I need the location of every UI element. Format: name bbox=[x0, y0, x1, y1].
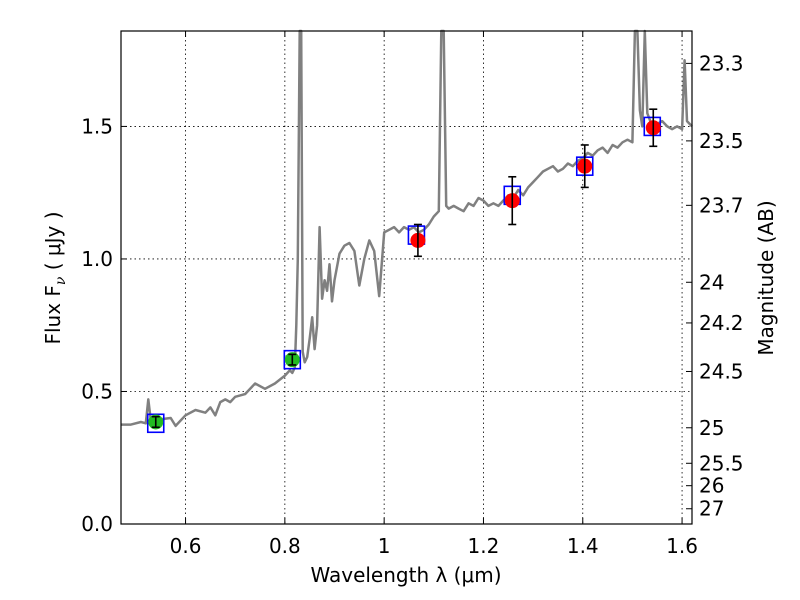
x-tick-label: 1.4 bbox=[567, 534, 599, 558]
y-tick-label: 0.5 bbox=[81, 379, 113, 403]
model-spectrum bbox=[121, 29, 693, 428]
y-tick-label: 1.0 bbox=[81, 247, 113, 271]
right-tick-label: 24.2 bbox=[699, 311, 744, 335]
right-tick-label: 23.3 bbox=[699, 51, 744, 75]
x-tick-label: 0.8 bbox=[269, 534, 301, 558]
x-tick-label: 1.6 bbox=[666, 534, 698, 558]
right-tick-label: 23.7 bbox=[699, 193, 744, 217]
spectrum-line bbox=[121, 29, 693, 428]
x-tick-label: 1.2 bbox=[468, 534, 500, 558]
x-tick-label: 0.6 bbox=[170, 534, 202, 558]
right-tick-label: 27 bbox=[699, 497, 724, 521]
y-tick-label: 0.0 bbox=[81, 512, 113, 536]
data-markers bbox=[146, 108, 662, 434]
right-tick-label: 24.5 bbox=[699, 359, 744, 383]
right-tick-label: 23.5 bbox=[699, 129, 744, 153]
axis-ticks: 0.6 0.8 1 1.2 1.4 1.6 0.0 0.5 1.0 1.5 23.3 23.5 23.7… bbox=[81, 31, 744, 558]
plot-frame bbox=[120, 30, 693, 525]
right-tick-label: 25.5 bbox=[699, 451, 744, 475]
right-tick-label: 24 bbox=[699, 270, 724, 294]
y-tick-label: 1.5 bbox=[81, 114, 113, 138]
y-axis-title-left: Flux Fν ( μJy ) bbox=[41, 211, 69, 344]
grid-lines bbox=[121, 31, 692, 525]
y-axis-title-right: Magnitude (AB) bbox=[754, 200, 778, 355]
model-flux-square bbox=[146, 413, 165, 434]
right-tick-label: 25 bbox=[699, 416, 724, 440]
x-axis-title: Wavelength λ (μm) bbox=[310, 563, 501, 587]
x-tick-label: 1 bbox=[378, 534, 391, 558]
right-tick-label: 26 bbox=[699, 474, 724, 498]
model-flux-square bbox=[283, 349, 302, 370]
